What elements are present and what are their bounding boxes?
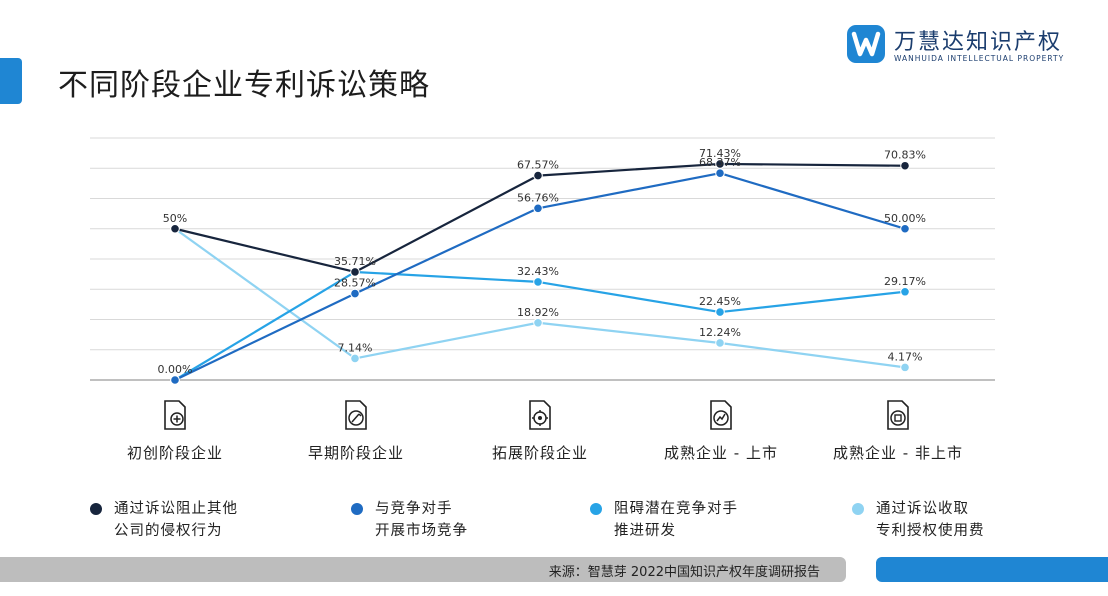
legend-label: 阻碍潜在竞争对手 推进研发 [614, 501, 738, 539]
data-point-1 [350, 288, 360, 299]
data-label: 67.57% [517, 159, 559, 172]
stage-expansion: 拓展阶段企业 [450, 400, 630, 463]
data-label: 32.43% [517, 265, 559, 278]
data-point-0 [715, 159, 725, 169]
legend-item-hinder-rd: 阻碍潜在竞争对手 推进研发 [590, 498, 738, 542]
data-label: 71.43% [699, 147, 741, 160]
legend-label: 通过诉讼收取 专利授权使用费 [876, 501, 985, 539]
data-label: 29.17% [884, 275, 926, 288]
logo-subtitle: WANHUIDA INTELLECTUAL PROPERTY [894, 54, 1065, 63]
data-label: 50% [163, 212, 187, 225]
left-accent-tab [0, 58, 22, 104]
data-label: 70.83% [884, 149, 926, 162]
legend-label: 通过诉讼阻止其他 公司的侵权行为 [114, 501, 238, 539]
legend-swatch [590, 503, 602, 515]
data-label: 50.00% [884, 212, 926, 225]
data-label: 0.00% [158, 363, 193, 376]
data-point-0 [170, 223, 180, 234]
legend-item-license-fees: 通过诉讼收取 专利授权使用费 [852, 498, 985, 542]
document-edit-icon [345, 400, 367, 430]
data-label: 4.17% [888, 350, 923, 363]
legend-swatch [852, 503, 864, 515]
data-label: 22.45% [699, 295, 741, 308]
data-label: 35.71% [334, 255, 376, 268]
document-chart-icon [710, 400, 732, 430]
page-title: 不同阶段企业专利诉讼策略 [58, 68, 430, 103]
data-label: 56.76% [517, 191, 559, 204]
data-point-0 [350, 267, 360, 277]
data-point-2 [900, 286, 910, 297]
data-point-3 [350, 353, 360, 364]
data-point-1 [533, 203, 543, 214]
stage-startup: 初创阶段企业 [85, 400, 265, 463]
legend-swatch [351, 503, 363, 515]
source-note: 来源：智慧芽 2022中国知识产权年度调研报告 [548, 565, 820, 580]
footer-accent [876, 557, 1108, 582]
logo: 万慧达知识产权 WANHUIDA INTELLECTUAL PROPERTY [846, 22, 1076, 68]
logo-name: 万慧达知识产权 [894, 30, 1063, 55]
stage-label: 成熟企业 - 非上市 [833, 444, 963, 462]
data-point-3 [900, 362, 910, 373]
data-point-2 [715, 307, 725, 317]
series-line-0 [174, 162, 906, 274]
logo-mark-icon [847, 25, 885, 63]
data-label: 68.37% [699, 156, 741, 169]
data-point-3 [715, 338, 725, 348]
stage-mature-unlisted: 成熟企业 - 非上市 [808, 400, 988, 463]
stage-label: 拓展阶段企业 [491, 444, 588, 462]
footer-bar: 来源：智慧芽 2022中国知识产权年度调研报告 [0, 557, 846, 582]
stage-label: 初创阶段企业 [126, 444, 223, 462]
document-seal-icon [887, 400, 909, 430]
data-point-0 [533, 170, 543, 181]
stage-early: 早期阶段企业 [266, 400, 446, 463]
data-point-3 [533, 317, 543, 328]
legend-swatch [90, 503, 102, 515]
data-point-0 [900, 160, 910, 171]
data-label: 28.57% [334, 277, 376, 290]
data-label: 7.14% [338, 341, 373, 354]
data-label: 12.24% [699, 326, 741, 339]
data-point-1 [170, 375, 180, 385]
data-point-2 [533, 277, 543, 287]
legend-label: 与竞争对手 开展市场竞争 [375, 501, 468, 539]
data-point-1 [900, 223, 910, 234]
legend-item-market-competition: 与竞争对手 开展市场竞争 [351, 498, 468, 542]
legend-item-block-infringement: 通过诉讼阻止其他 公司的侵权行为 [90, 498, 238, 542]
data-point-1 [715, 168, 725, 178]
document-gear-icon [529, 400, 551, 430]
series-line-3 [174, 227, 906, 369]
stage-mature-listed: 成熟企业 - 上市 [631, 400, 811, 463]
stage-label: 早期阶段企业 [307, 444, 404, 462]
document-plus-icon [164, 400, 186, 430]
stage-label: 成熟企业 - 上市 [664, 444, 778, 462]
data-label: 18.92% [517, 306, 559, 319]
line-chart: 35.71% 67.57% 71.43% 70.83% 0.00% 28.57% 56.76… [90, 137, 995, 385]
